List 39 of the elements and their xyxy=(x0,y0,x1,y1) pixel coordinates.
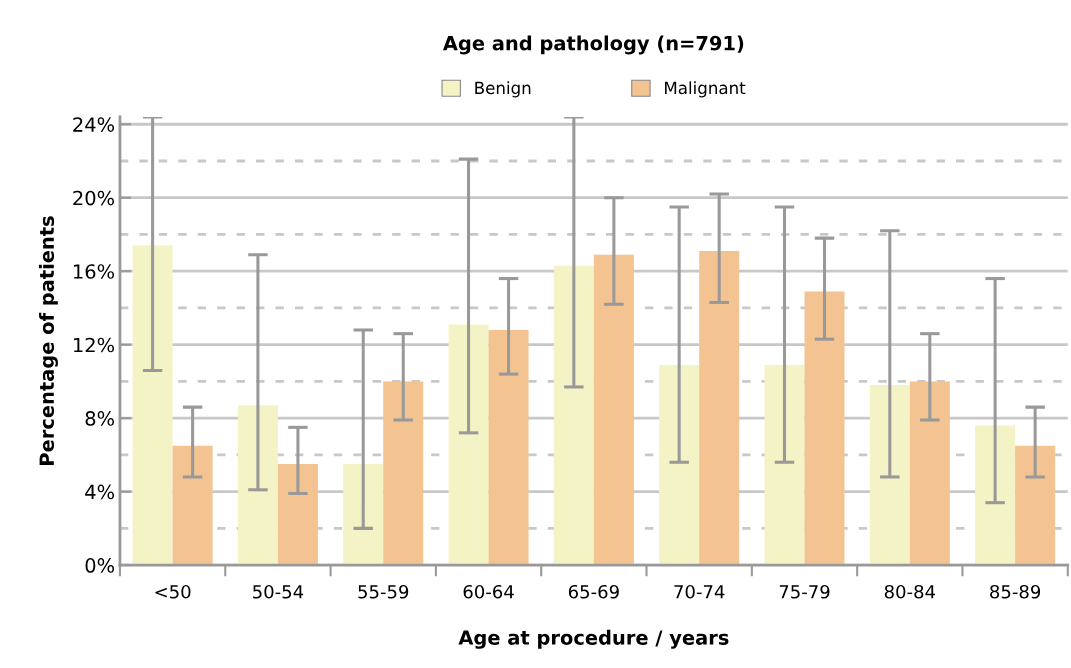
x-tick-label: 60-64 xyxy=(463,584,514,599)
y-tick-label: 16% xyxy=(74,264,115,279)
y-tick-label: 20% xyxy=(73,190,115,206)
y-tick-label: 8% xyxy=(85,411,115,426)
x-tick-label: 55-59 xyxy=(358,584,409,599)
y-tick-label: 0% xyxy=(85,558,115,573)
x-tick-label: 50-54 xyxy=(253,584,304,599)
bar xyxy=(237,405,278,566)
bar xyxy=(764,364,805,566)
bar xyxy=(448,324,489,566)
bar xyxy=(869,385,910,566)
x-tick-label: <50 xyxy=(155,584,191,599)
y-tick-label: 24% xyxy=(73,117,115,132)
x-tick-label: 80-84 xyxy=(884,584,936,599)
bar xyxy=(172,445,213,566)
legend-label: Benign xyxy=(475,81,531,98)
x-axis-title: Age at procedure / years xyxy=(458,629,729,649)
bar xyxy=(804,291,845,566)
legend-label: Malignant xyxy=(665,81,746,98)
bar xyxy=(909,381,950,566)
bar xyxy=(593,254,634,566)
y-tick-label: 12% xyxy=(74,337,115,353)
bar xyxy=(553,265,594,566)
bar xyxy=(659,364,700,566)
bar xyxy=(1015,445,1056,566)
chart-title: Age and pathology (n=791) xyxy=(442,35,744,55)
bar xyxy=(383,381,424,566)
bar xyxy=(488,329,529,566)
x-tick-label: 85-89 xyxy=(990,584,1041,599)
x-tick-label: 65-69 xyxy=(568,584,619,599)
bar xyxy=(132,245,173,566)
bar xyxy=(343,464,384,566)
bar xyxy=(699,251,740,566)
y-axis-title: Percentage of patients xyxy=(39,216,58,465)
x-tick-label: 70-74 xyxy=(674,584,725,599)
y-tick-label: 4% xyxy=(85,484,115,500)
bar xyxy=(277,464,318,566)
x-tick-label: 75-79 xyxy=(779,584,830,599)
bar xyxy=(975,425,1016,566)
